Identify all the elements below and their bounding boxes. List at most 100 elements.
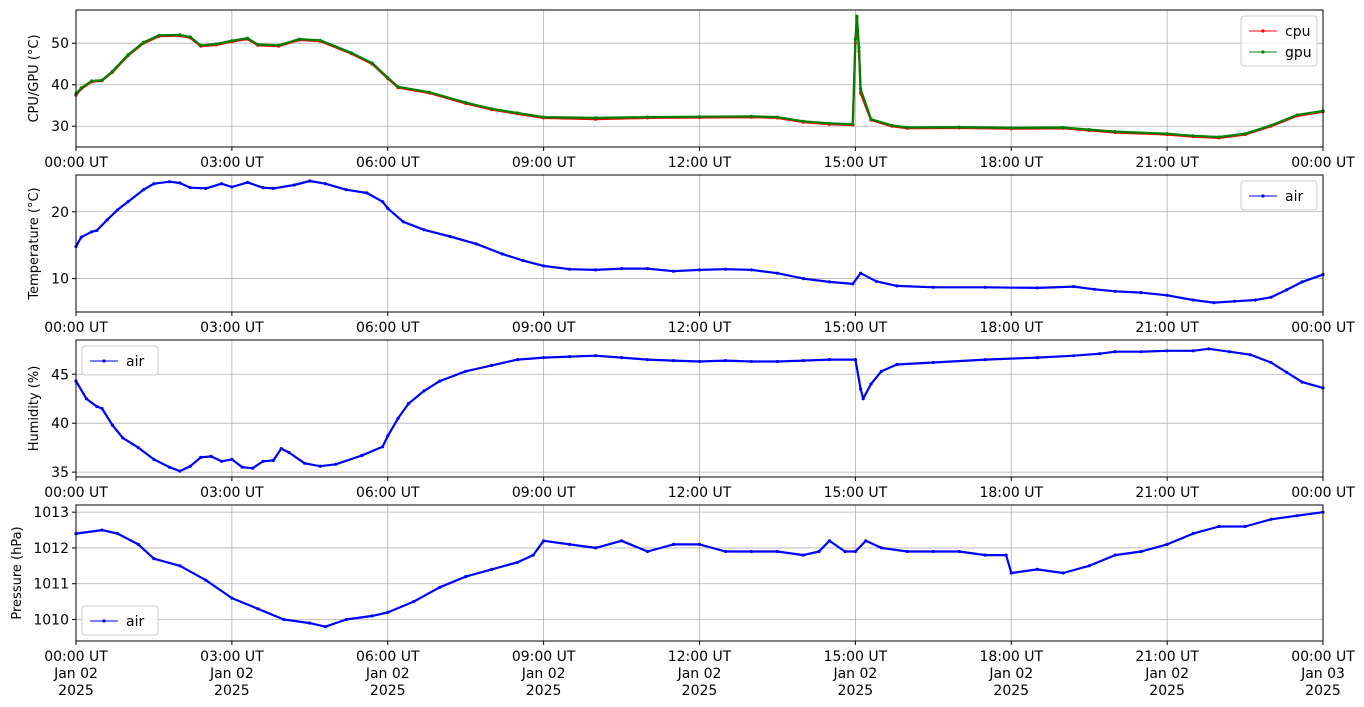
data-point bbox=[1300, 280, 1304, 284]
y-tick-label: 30 bbox=[51, 119, 69, 135]
data-point bbox=[671, 542, 676, 547]
legend-marker-air bbox=[102, 619, 106, 623]
data-point bbox=[464, 101, 468, 105]
chart-panel-4: 1010 1011 1012 1013 00:00 UT Jan 02 2025 03:00 … bbox=[10, 504, 1355, 699]
y-tick-label: 20 bbox=[51, 205, 69, 221]
x-tick-label: 12:00 UT bbox=[668, 485, 732, 501]
data-point bbox=[365, 191, 369, 195]
data-point bbox=[1227, 350, 1232, 354]
data-point bbox=[1165, 542, 1169, 547]
data-point bbox=[110, 423, 114, 427]
data-point bbox=[1248, 353, 1252, 357]
data-point bbox=[645, 358, 650, 362]
data-point bbox=[297, 37, 301, 41]
data-point bbox=[188, 464, 192, 468]
data-point bbox=[1191, 134, 1195, 138]
data-point bbox=[1009, 571, 1013, 575]
data-point bbox=[126, 200, 130, 204]
data-point bbox=[855, 14, 859, 18]
x-tick-label: 03:00 UT bbox=[200, 155, 264, 171]
data-point bbox=[697, 115, 702, 119]
y-axis-label: Pressure (hPa) bbox=[10, 526, 25, 619]
data-point bbox=[1113, 350, 1117, 354]
data-point bbox=[1233, 299, 1237, 303]
data-point bbox=[282, 617, 286, 622]
data-point bbox=[251, 466, 255, 470]
x-tick-label: 00:00 UT Jan 03 2025 bbox=[1291, 649, 1355, 699]
data-point bbox=[167, 180, 172, 184]
data-point bbox=[890, 123, 894, 127]
x-tick-label: 21:00 UT bbox=[1135, 485, 1199, 501]
data-point bbox=[344, 617, 348, 622]
x-tick-label: 03:00 UT bbox=[200, 320, 264, 336]
data-point bbox=[671, 269, 676, 273]
data-point bbox=[1009, 126, 1013, 130]
x-tick-label: 09:00 UT bbox=[512, 485, 576, 501]
data-point bbox=[287, 450, 291, 455]
y-tick-label: 1010 bbox=[33, 613, 69, 629]
legend-marker-air bbox=[1261, 194, 1265, 198]
x-tick-label: 09:00 UT bbox=[512, 155, 576, 171]
data-point bbox=[521, 258, 525, 263]
data-point bbox=[859, 87, 863, 91]
data-point bbox=[1035, 286, 1039, 290]
data-point bbox=[422, 389, 426, 393]
y-tick-label: 45 bbox=[51, 367, 69, 383]
data-point bbox=[204, 578, 208, 582]
y-axis-label: Humidity (%) bbox=[27, 366, 42, 452]
data-point bbox=[1035, 567, 1039, 572]
data-point bbox=[188, 186, 192, 190]
data-point bbox=[323, 625, 327, 629]
data-point bbox=[1072, 354, 1076, 358]
data-point bbox=[843, 549, 847, 554]
data-point bbox=[277, 43, 281, 47]
data-point bbox=[542, 264, 546, 268]
data-point bbox=[136, 446, 140, 450]
data-point bbox=[1243, 524, 1247, 529]
x-tick-label: 00:00 UT bbox=[1291, 485, 1355, 501]
data-point bbox=[749, 549, 754, 554]
legend-label-air: air bbox=[1285, 189, 1303, 205]
data-point bbox=[1253, 298, 1258, 302]
x-tick-label: 09:00 UT Jan 02 2025 bbox=[512, 649, 576, 699]
data-point bbox=[851, 122, 855, 126]
data-point bbox=[152, 557, 156, 561]
data-point bbox=[895, 284, 899, 288]
data-point bbox=[157, 33, 161, 37]
x-tick-label: 12:00 UT bbox=[668, 320, 732, 336]
data-point bbox=[568, 355, 572, 359]
data-point bbox=[406, 402, 411, 406]
data-point bbox=[775, 115, 780, 119]
data-point bbox=[857, 45, 861, 50]
data-point bbox=[412, 600, 416, 604]
data-point bbox=[90, 230, 94, 234]
legend: air bbox=[81, 605, 159, 636]
data-point bbox=[1207, 347, 1211, 351]
data-point bbox=[1113, 553, 1117, 557]
x-tick-label: 18:00 UT bbox=[979, 320, 1043, 336]
x-tick-label: 00:00 UT bbox=[44, 320, 108, 336]
series-line-air bbox=[75, 511, 1324, 628]
data-point bbox=[464, 369, 468, 373]
data-point bbox=[1191, 532, 1195, 536]
data-point bbox=[1212, 301, 1216, 305]
data-point bbox=[1061, 125, 1065, 130]
data-point bbox=[100, 406, 104, 411]
data-point bbox=[697, 542, 702, 547]
data-point bbox=[360, 453, 364, 458]
data-point bbox=[1139, 549, 1143, 554]
data-point bbox=[386, 206, 390, 210]
data-point bbox=[396, 85, 400, 89]
x-tick-label: 12:00 UT Jan 02 2025 bbox=[668, 649, 732, 699]
x-tick-label: 15:00 UT bbox=[824, 155, 888, 171]
data-point bbox=[500, 252, 504, 256]
y-axis-label: CPU/GPU (°C) bbox=[27, 34, 42, 122]
data-point bbox=[801, 553, 806, 557]
data-point bbox=[594, 116, 598, 120]
data-point bbox=[1098, 352, 1102, 356]
series-markers-gpu bbox=[74, 14, 1325, 139]
data-point bbox=[230, 457, 234, 461]
data-point bbox=[261, 186, 265, 190]
data-point bbox=[178, 564, 182, 568]
data-point bbox=[381, 445, 385, 449]
